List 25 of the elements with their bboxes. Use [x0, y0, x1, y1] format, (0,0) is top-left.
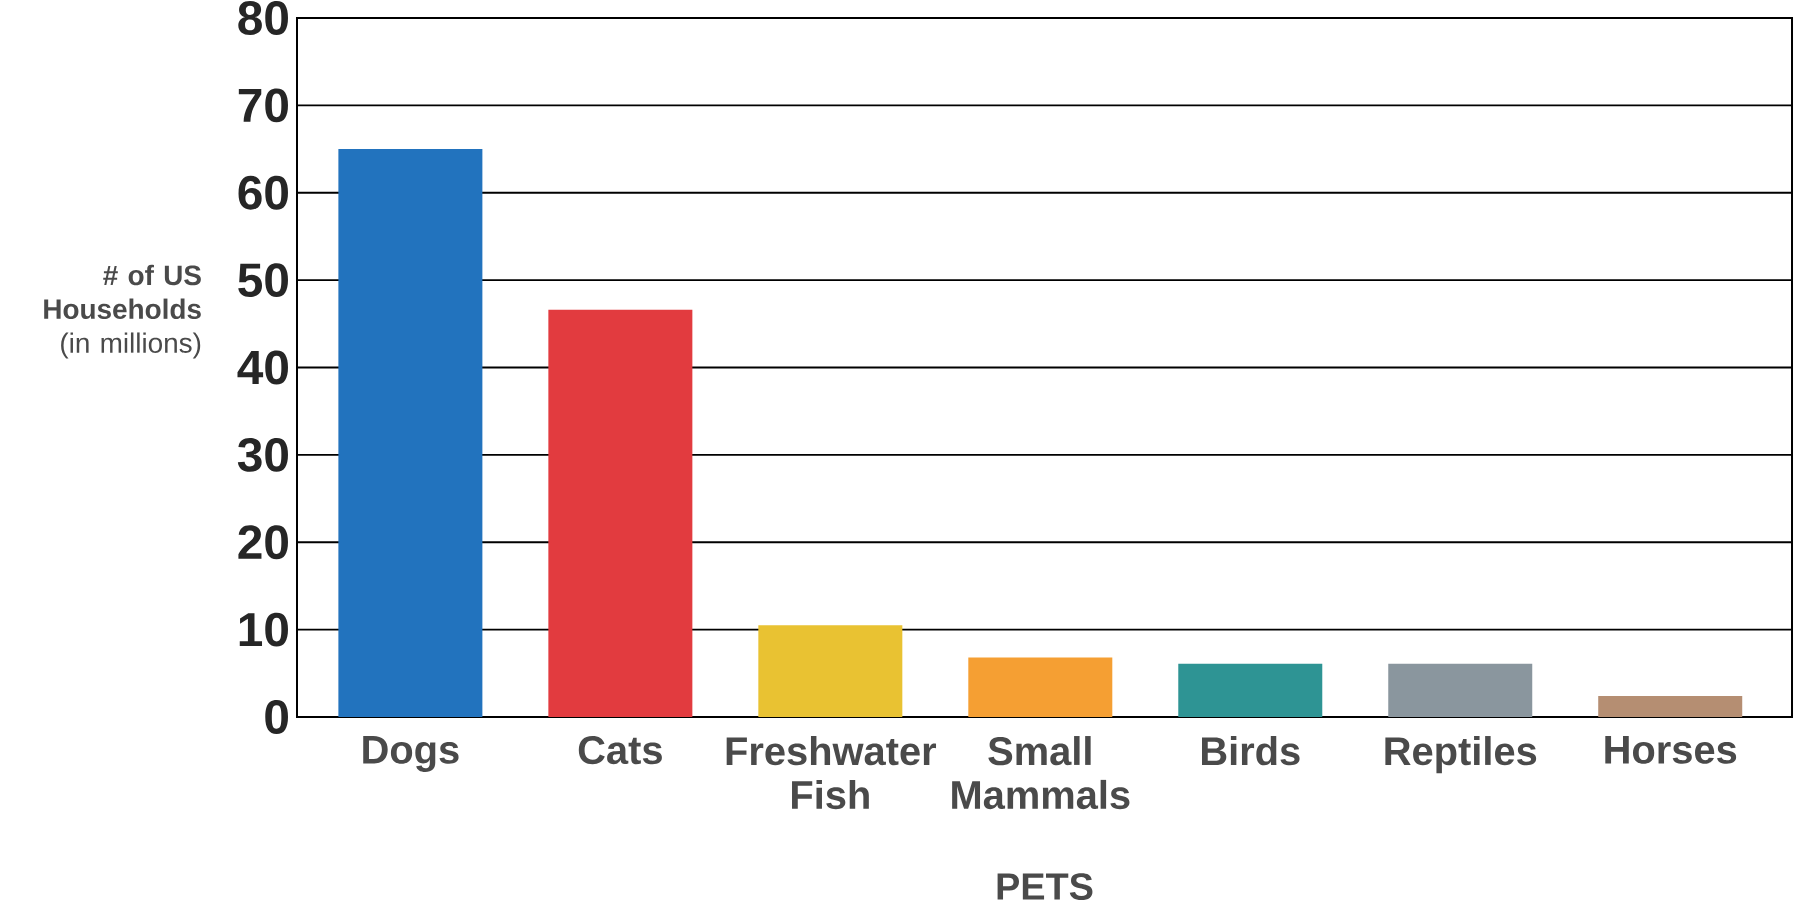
y-tick-label: 30	[237, 437, 288, 472]
x-axis-title: PETS	[997, 873, 1093, 900]
y-tick-label: 80	[238, 1, 288, 35]
y-tick-label: 70	[238, 88, 288, 123]
bar	[968, 657, 1113, 717]
x-tick-label: Reptiles	[1385, 736, 1537, 774]
y-tick-label: 20	[238, 525, 288, 560]
x-tick-label: Small Mammals	[952, 736, 1130, 810]
bar	[1178, 663, 1323, 717]
bar	[1388, 663, 1533, 717]
y-tick-label: 60	[238, 175, 288, 210]
y-tick-label: 50	[238, 263, 288, 298]
bar	[338, 149, 483, 717]
x-tick-label: Dogs	[363, 736, 459, 772]
y-axis-title: # of US Households (in millions)	[44, 264, 201, 359]
x-tick-label: Birds	[1202, 736, 1300, 766]
y-tick-label: 40	[237, 350, 288, 385]
y-tick-label: 0	[265, 700, 288, 734]
bar	[758, 625, 903, 717]
x-tick-label: Horses	[1605, 736, 1737, 764]
y-tick-label: 10	[239, 612, 288, 647]
x-tick-label: Cats	[578, 736, 662, 765]
bar	[1598, 696, 1743, 717]
bar	[548, 309, 693, 717]
x-tick-label: Freshwater Fish	[726, 736, 937, 810]
